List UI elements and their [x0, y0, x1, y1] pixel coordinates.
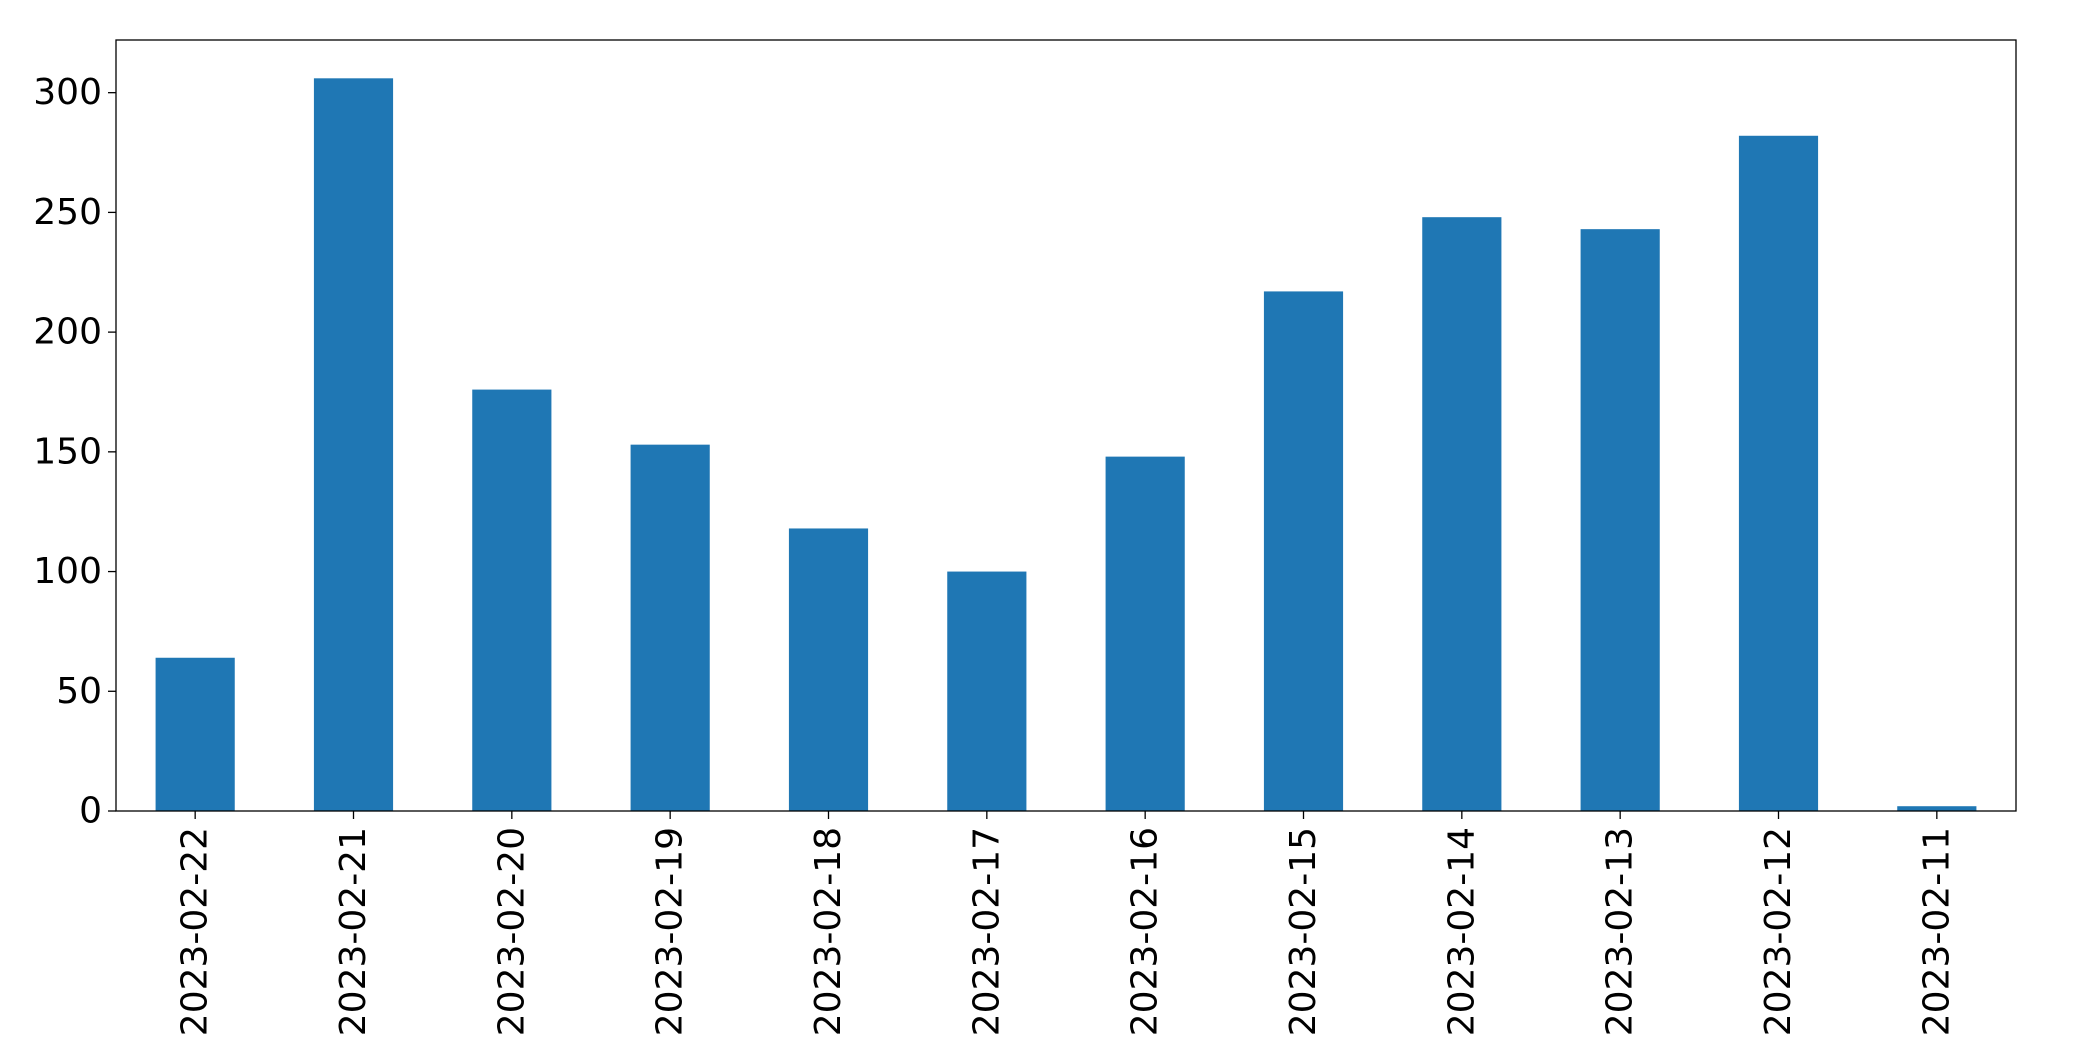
y-axis-ticks: 0 50 100 150 200 250 300: [33, 72, 116, 832]
x-tick-label: 2023-02-22: [175, 827, 216, 1036]
y-tick-label: 300: [33, 72, 102, 113]
bar-2023-02-15: [1263, 291, 1344, 811]
bar-2023-02-14: [1422, 217, 1502, 811]
bar-2023-02-22: [155, 657, 235, 811]
bar-2023-02-11: [1897, 806, 1977, 811]
plot-frame: [115, 39, 2017, 812]
x-tick-label: 2023-02-17: [966, 827, 1007, 1036]
x-tick-label: 2023-02-15: [1283, 827, 1324, 1036]
x-tick-label: 2023-02-14: [1441, 827, 1482, 1036]
bar-2023-02-20: [472, 389, 552, 811]
bar-2023-02-12: [1738, 135, 1819, 812]
y-tick-label: 200: [33, 312, 102, 353]
bar-2023-02-17: [947, 571, 1027, 811]
x-axis-ticks: 2023-02-22 2023-02-21 2023-02-20 2023-02-19…: [175, 811, 1957, 1036]
x-tick-label: 2023-02-11: [1916, 827, 1957, 1036]
bar-2023-02-19: [630, 444, 710, 811]
x-tick-label: 2023-02-12: [1758, 827, 1799, 1036]
x-tick-label: 2023-02-13: [1600, 827, 1641, 1036]
x-tick-label: 2023-02-18: [808, 827, 849, 1036]
y-tick-label: 100: [33, 551, 102, 592]
bar-2023-02-18: [788, 528, 869, 811]
x-tick-label: 2023-02-19: [650, 827, 691, 1036]
bar-2023-02-13: [1580, 229, 1660, 811]
y-tick-label: 50: [56, 671, 102, 712]
x-tick-label: 2023-02-16: [1125, 827, 1166, 1036]
y-tick-label: 250: [33, 192, 102, 233]
bar-2023-02-21: [313, 78, 394, 812]
bar-2023-02-16: [1105, 456, 1185, 811]
bars-layer: [155, 78, 1977, 812]
x-tick-label: 2023-02-21: [333, 827, 374, 1036]
y-tick-label: 0: [79, 791, 102, 832]
y-tick-label: 150: [33, 431, 102, 472]
x-tick-label: 2023-02-20: [491, 827, 532, 1036]
